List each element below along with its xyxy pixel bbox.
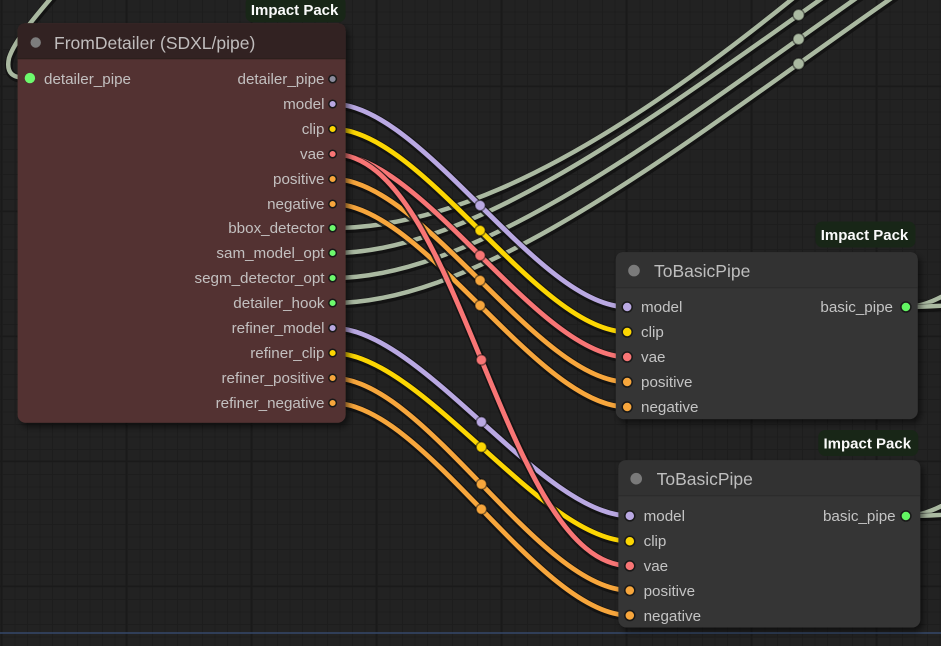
svg-text:model: model	[644, 508, 685, 525]
svg-text:FromDetailer (SDXL/pipe): FromDetailer (SDXL/pipe)	[54, 33, 255, 53]
svg-text:segm_detector_opt: segm_detector_opt	[194, 270, 325, 287]
svg-text:negative: negative	[641, 399, 698, 416]
svg-text:basic_pipe: basic_pipe	[820, 299, 893, 316]
svg-text:vae: vae	[641, 349, 666, 366]
svg-text:Impact Pack: Impact Pack	[824, 436, 912, 453]
svg-text:positive: positive	[273, 171, 325, 188]
svg-text:bbox_detector: bbox_detector	[228, 220, 324, 237]
svg-text:negative: negative	[267, 196, 324, 213]
svg-text:ToBasicPipe: ToBasicPipe	[654, 261, 750, 281]
svg-text:clip: clip	[302, 121, 325, 138]
svg-text:refiner_positive: refiner_positive	[222, 370, 325, 387]
svg-text:vae: vae	[300, 146, 325, 163]
svg-text:detailer_hook: detailer_hook	[233, 295, 325, 312]
svg-text:negative: negative	[644, 608, 701, 625]
svg-text:clip: clip	[641, 324, 664, 341]
svg-text:model: model	[283, 96, 324, 113]
svg-text:positive: positive	[641, 374, 693, 391]
svg-text:detailer_pipe: detailer_pipe	[44, 71, 131, 88]
svg-text:refiner_negative: refiner_negative	[216, 395, 325, 412]
svg-text:ToBasicPipe: ToBasicPipe	[657, 469, 753, 489]
svg-text:sam_model_opt: sam_model_opt	[216, 245, 325, 262]
svg-text:refiner_model: refiner_model	[232, 320, 325, 337]
svg-text:positive: positive	[644, 583, 696, 600]
svg-text:basic_pipe: basic_pipe	[823, 508, 896, 525]
svg-text:vae: vae	[644, 558, 669, 575]
svg-text:clip: clip	[644, 533, 667, 550]
svg-text:model: model	[641, 299, 682, 316]
svg-text:detailer_pipe: detailer_pipe	[238, 71, 325, 88]
svg-text:refiner_clip: refiner_clip	[250, 345, 324, 362]
svg-text:Impact Pack: Impact Pack	[251, 2, 339, 19]
svg-text:Impact Pack: Impact Pack	[821, 227, 909, 244]
